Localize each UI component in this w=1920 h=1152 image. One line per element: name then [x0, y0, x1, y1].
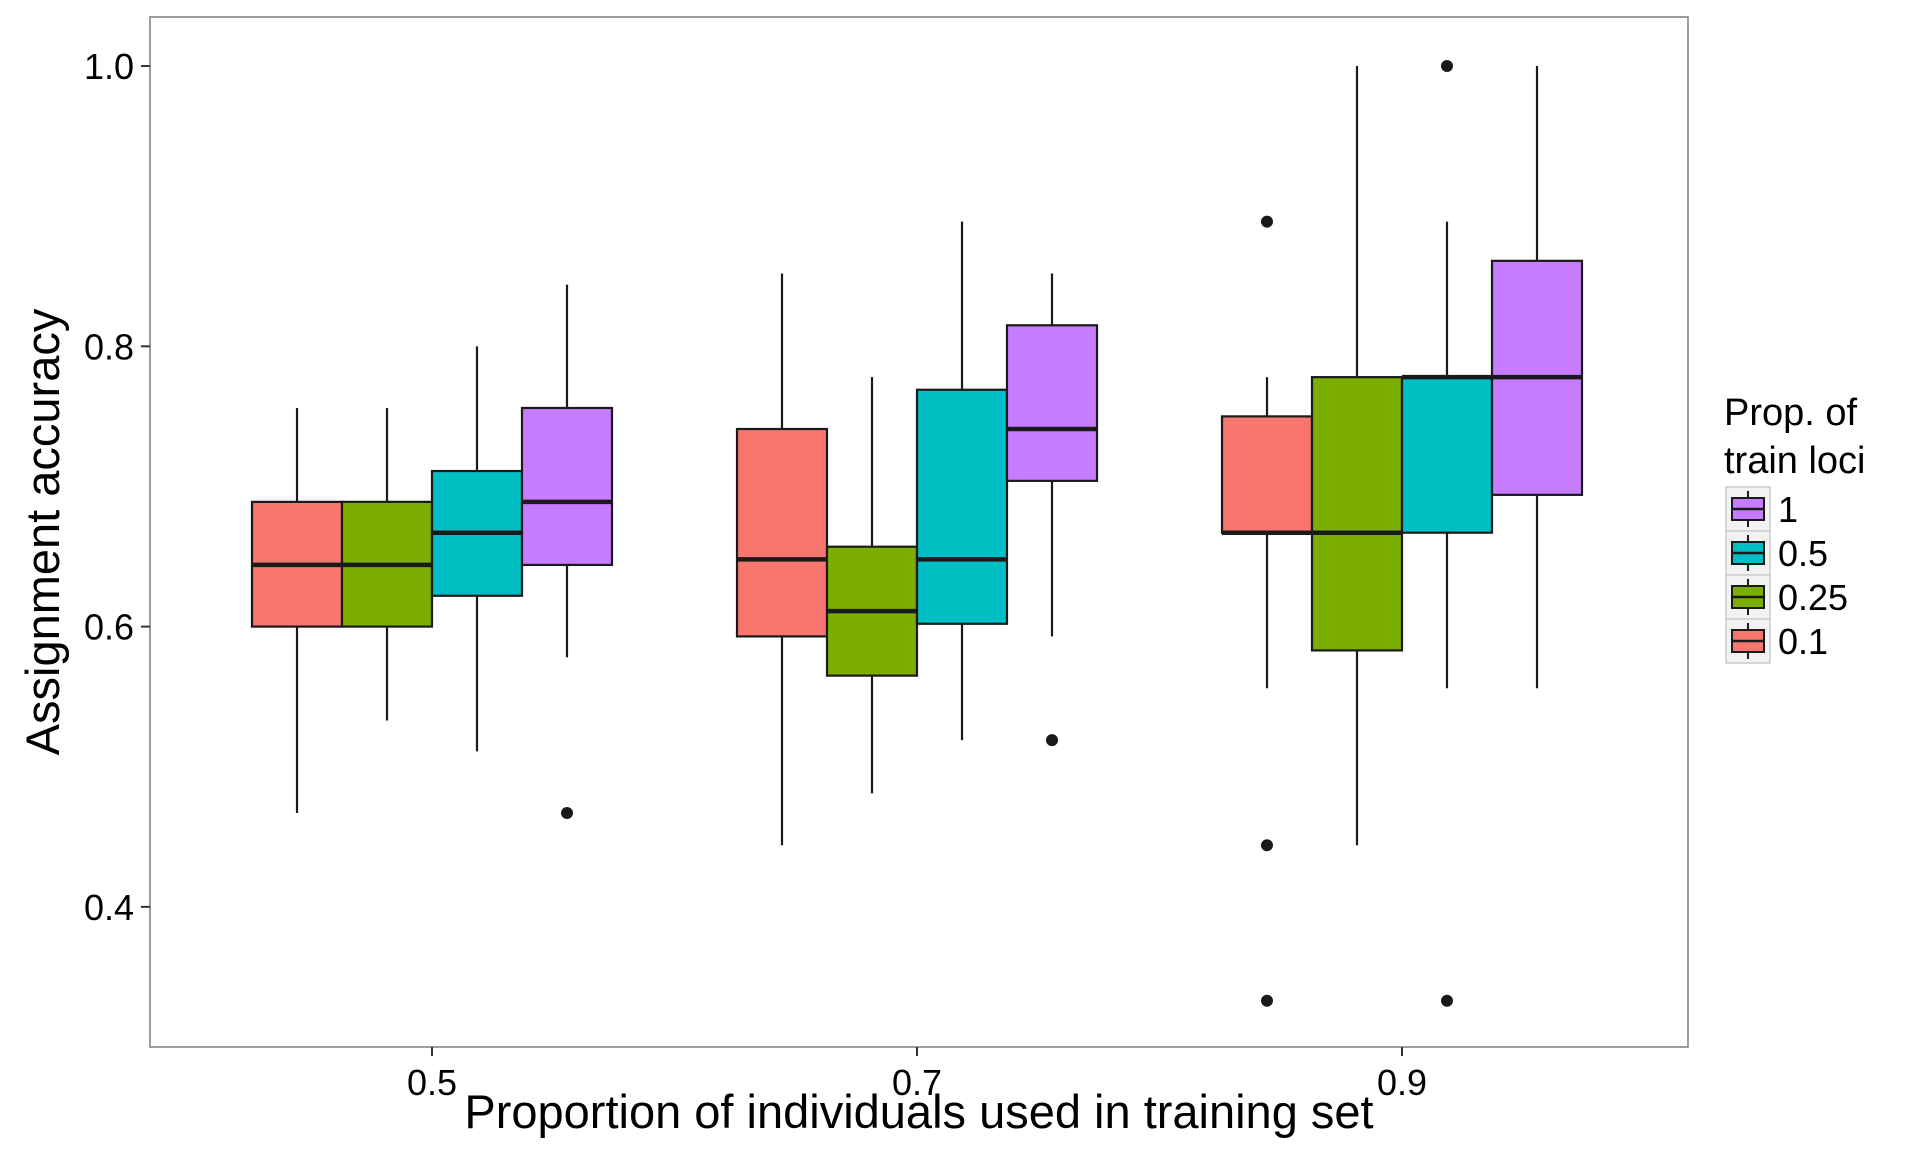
legend-title-line2: train loci — [1724, 440, 1866, 482]
outlier-point — [1441, 994, 1453, 1007]
outlier-point — [561, 806, 573, 819]
box-0.5-0.5 — [430, 346, 524, 752]
box-body — [1220, 415, 1314, 534]
y-tick-label: 1.0 — [84, 46, 134, 87]
box-0.25-0.9 — [1310, 66, 1404, 846]
legend-label: 1 — [1778, 489, 1798, 530]
legend-item-1: 1 — [1725, 486, 1798, 532]
legend-label: 0.1 — [1778, 621, 1828, 662]
box-0.1-0.5 — [250, 407, 344, 813]
legend-label: 0.25 — [1778, 577, 1848, 618]
box-0.5-0.7 — [915, 221, 1009, 741]
y-axis-title: Assignment accuracy — [16, 308, 69, 755]
box-body — [915, 388, 1009, 625]
x-tick-label: 0.9 — [1377, 1062, 1427, 1103]
y-tick-label: 0.4 — [84, 887, 134, 928]
box-0.25-0.7 — [825, 377, 919, 794]
box-body — [1005, 324, 1099, 482]
box-1-0.5 — [520, 284, 614, 819]
legend-title-line1: Prop. of — [1724, 392, 1858, 434]
box-body — [520, 406, 614, 567]
box-layer — [250, 60, 1584, 1007]
box-body — [1310, 376, 1404, 652]
box-0.1-0.7 — [735, 273, 829, 846]
outlier-point — [1261, 839, 1273, 852]
box-0.25-0.5 — [340, 407, 434, 721]
box-1-0.7 — [1005, 273, 1099, 747]
x-tick-label: 0.7 — [892, 1062, 942, 1103]
x-axis-title: Proportion of individuals used in traini… — [464, 1085, 1373, 1138]
legend-item-0.5: 0.5 — [1725, 530, 1828, 576]
box-0.5-0.9 — [1400, 60, 1494, 1007]
y-axis: 0.4 0.6 0.8 1.0 — [84, 46, 150, 928]
legend-item-0.1: 0.1 — [1725, 618, 1828, 664]
legend: Prop. of train loci 10.50.250.1 — [1724, 392, 1866, 664]
y-tick-label: 0.8 — [84, 326, 134, 367]
outlier-point — [1441, 60, 1453, 73]
box-body — [735, 427, 829, 638]
x-axis: 0.5 0.7 0.9 — [407, 1047, 1427, 1103]
legend-label: 0.5 — [1778, 533, 1828, 574]
box-1-0.9 — [1490, 66, 1584, 689]
outlier-point — [1261, 994, 1273, 1007]
outlier-point — [1261, 215, 1273, 228]
legend-item-0.25: 0.25 — [1725, 574, 1848, 620]
outlier-point — [1046, 734, 1058, 747]
x-tick-label: 0.5 — [407, 1062, 457, 1103]
box-body — [1400, 376, 1494, 534]
y-tick-label: 0.6 — [84, 607, 134, 648]
